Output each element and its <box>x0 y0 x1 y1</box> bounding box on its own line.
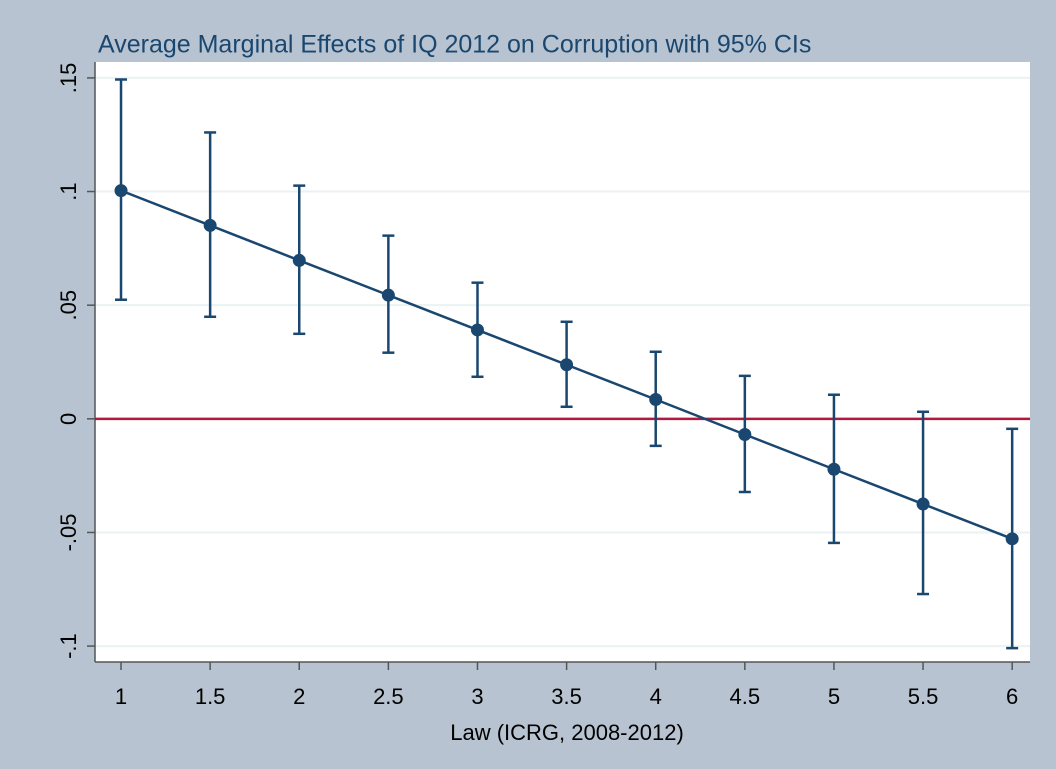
marker <box>827 462 841 476</box>
x-tick-label: 2 <box>293 684 305 709</box>
x-axis-label: Law (ICRG, 2008-2012) <box>450 720 684 745</box>
x-tick-label: 2.5 <box>373 684 404 709</box>
marker <box>1005 532 1019 546</box>
marker <box>381 288 395 302</box>
marker <box>916 497 930 511</box>
x-tick-label: 1 <box>115 684 127 709</box>
x-tick-label: 3.5 <box>551 684 582 709</box>
marker <box>649 393 663 406</box>
marker <box>560 358 574 372</box>
x-tick-label: 3 <box>471 684 483 709</box>
y-tick-label: .05 <box>56 290 81 321</box>
x-tick-label: 1.5 <box>195 684 226 709</box>
y-tick-label: -.1 <box>56 633 81 659</box>
y-tick-label: .1 <box>56 182 81 200</box>
y-tick-label: -.05 <box>56 513 81 551</box>
marker <box>292 253 306 267</box>
x-tick-label: 4 <box>650 684 662 709</box>
x-tick-label: 6 <box>1006 684 1018 709</box>
marker <box>470 323 484 337</box>
y-tick-label: .15 <box>56 63 81 94</box>
x-tick-label: 4.5 <box>730 684 761 709</box>
marker <box>738 428 752 441</box>
chart-title: Average Marginal Effects of IQ 2012 on C… <box>98 31 811 59</box>
marker <box>114 184 128 198</box>
x-tick-label: 5.5 <box>908 684 939 709</box>
x-tick-label: 5 <box>828 684 840 709</box>
marker <box>203 218 217 232</box>
y-tick-label: 0 <box>56 413 81 425</box>
